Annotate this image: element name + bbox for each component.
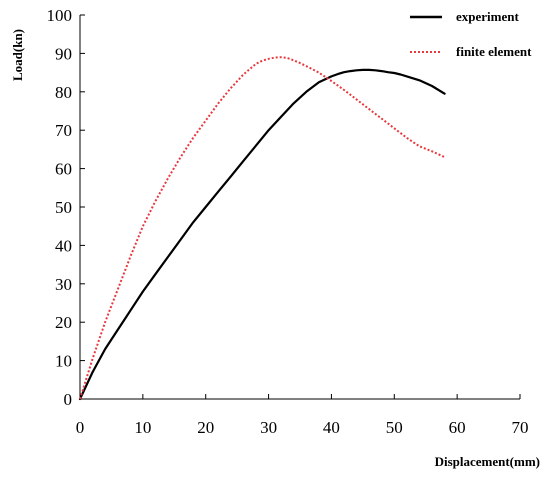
x-tick-label: 30 xyxy=(260,418,277,437)
x-tick-label: 70 xyxy=(512,418,529,437)
series-line-0 xyxy=(78,68,446,401)
y-tick-label: 70 xyxy=(55,121,72,140)
legend-label-1: finite element xyxy=(456,44,532,59)
x-tick-label: 60 xyxy=(449,418,466,437)
x-tick-label: 10 xyxy=(134,418,151,437)
y-tick-label: 40 xyxy=(55,236,72,255)
x-axis-title: Displacement(mm) xyxy=(435,454,540,469)
y-tick-label: 90 xyxy=(55,44,72,63)
series-line-1 xyxy=(79,56,446,400)
y-tick-label: 10 xyxy=(55,352,72,371)
y-tick-label: 0 xyxy=(64,390,73,409)
y-tick-label: 60 xyxy=(55,160,72,179)
legend: experiment finite element xyxy=(410,9,532,59)
series-lines xyxy=(78,56,446,401)
y-tick-label: 100 xyxy=(47,6,73,25)
x-tick-label: 40 xyxy=(323,418,340,437)
x-tick-label: 50 xyxy=(386,418,403,437)
y-axis-title: Load(kn) xyxy=(10,29,25,81)
legend-label-0: experiment xyxy=(456,9,519,24)
axes: 0 10 20 30 40 50 60 70 80 90 100 0 10 20 30 40 50 60 70 xyxy=(47,6,529,437)
y-tick-label: 30 xyxy=(55,275,72,294)
x-tick-label: 0 xyxy=(76,418,85,437)
x-tick-label: 20 xyxy=(197,418,214,437)
y-tick-label: 20 xyxy=(55,313,72,332)
y-tick-label: 50 xyxy=(55,198,72,217)
y-tick-label: 80 xyxy=(55,83,72,102)
